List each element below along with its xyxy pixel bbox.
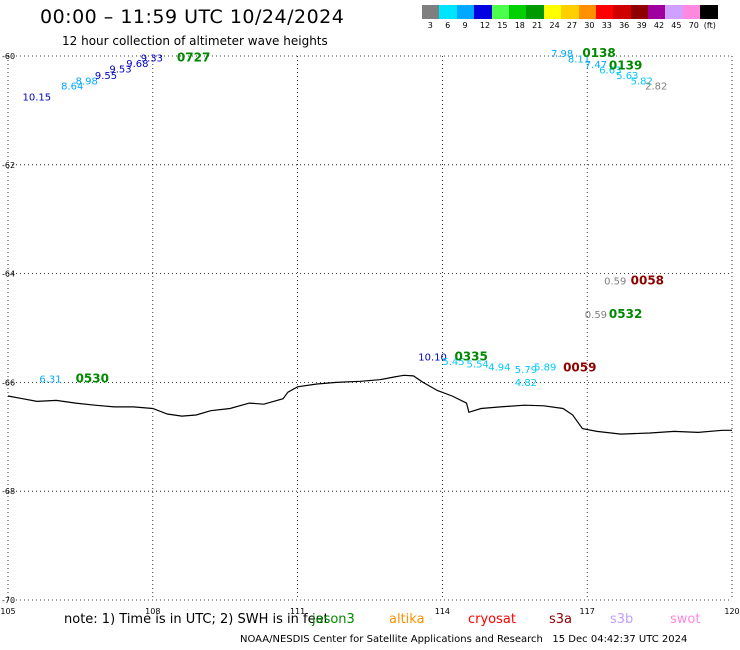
satellite-name: altika <box>389 612 425 627</box>
credit-line: NOAA/NESDIS Center for Satellite Applica… <box>240 634 687 645</box>
wave-height-value: 10.10 <box>418 353 447 364</box>
legend-swatch <box>439 5 457 19</box>
pass-time-label: 0530 <box>76 371 109 385</box>
wave-height-value: 5.54 <box>467 360 489 371</box>
wave-height-value: 8.11 <box>568 55 590 66</box>
wave-height-value: 8.98 <box>76 76 98 87</box>
latitude-label: -68 <box>2 487 15 496</box>
legend-swatch <box>665 5 683 19</box>
latitude-label: -62 <box>2 161 15 170</box>
coastline <box>7 374 732 435</box>
legend-label: 42 <box>653 21 665 30</box>
timestamp: 15 Dec 04:42:37 UTC 2024 <box>552 634 688 645</box>
legend-swatch <box>456 5 475 19</box>
longitude-label: 111 <box>290 607 305 616</box>
wave-height-value: 5.79 <box>515 365 537 376</box>
wave-height-value: 4.94 <box>488 362 510 373</box>
legend-label: 9 <box>462 21 468 30</box>
satellite-name: cryosat <box>468 612 516 627</box>
wave-height-labels: 10.15 8.648.989.559.539.689.33 7.988.117.4… <box>22 46 667 389</box>
legend-label: 18 <box>514 21 525 30</box>
longitude-label: 114 <box>435 607 450 616</box>
legend-label: 6 <box>445 21 451 30</box>
legend-label: 27 <box>566 21 578 30</box>
credit-text: NOAA/NESDIS Center for Satellite Applica… <box>240 634 543 645</box>
wave-height-value: 9.68 <box>126 59 148 70</box>
wave-height-value: 9.53 <box>109 64 131 75</box>
satellite-name: s3a <box>549 612 573 627</box>
legend-label: 21 <box>532 21 543 30</box>
map-title: 00:00 – 11:59 UTC 10/24/2024 <box>40 6 345 28</box>
legend-unit: (ft) <box>703 21 716 30</box>
legend-label: 36 <box>619 21 630 30</box>
wave-height-value: 5.63 <box>616 71 638 82</box>
pass-time-label: 0139 <box>609 59 642 73</box>
legend-label: 45 <box>671 21 682 30</box>
satellite-name: swot <box>670 612 701 627</box>
latitude-label: -60 <box>2 52 15 61</box>
longitude-label: 108 <box>145 607 160 616</box>
longitude-label: 120 <box>724 607 739 616</box>
legend-label: 3 <box>427 21 433 30</box>
wave-height-value: 2.82 <box>645 82 667 93</box>
wave-height-value: 9.55 <box>95 71 117 82</box>
wave-height-value: 5.89 <box>534 362 556 373</box>
wave-height-value: 7.47 <box>585 60 607 71</box>
legend-swatch <box>648 5 666 19</box>
axis-labels: 105 108 111 114 117 120 -60 -62 -64 -66 -68 -70 <box>0 52 739 616</box>
pass-time-label: 0058 <box>631 273 664 287</box>
pass-time-label: 0335 <box>454 350 487 364</box>
legend-label: 15 <box>497 21 508 30</box>
legend-swatch <box>630 5 649 19</box>
wave-height-value: 0.59 <box>585 310 607 321</box>
longitude-label: 117 <box>580 607 595 616</box>
legend-label: 12 <box>479 21 491 30</box>
wave-height-value: 6.31 <box>39 374 61 385</box>
pass-time-label: 0059 <box>563 361 596 375</box>
legend-swatch <box>613 5 631 19</box>
pass-time-label: 0727 <box>177 50 210 64</box>
footer-note: note: 1) Time is in UTC; 2) SWH is in fe… <box>64 612 329 627</box>
legend-swatch <box>682 5 701 19</box>
wave-height-value: 9.33 <box>141 53 163 64</box>
legend-swatch <box>543 5 562 19</box>
legend-swatch <box>595 5 614 19</box>
legend-swatch <box>508 5 527 19</box>
latitude-label: -70 <box>2 596 15 605</box>
pass-time-label: 0138 <box>582 46 615 60</box>
legend-label: 24 <box>549 21 560 30</box>
legend-label: 33 <box>601 21 612 30</box>
longitude-label: 105 <box>0 607 15 616</box>
legend-swatch <box>422 5 440 19</box>
wave-height-value: 4.82 <box>515 378 537 389</box>
wave-height-value: 7.98 <box>551 49 573 60</box>
legend-label: 30 <box>584 21 595 30</box>
wave-height-value: 5.82 <box>631 76 653 87</box>
legend-swatch <box>526 5 544 19</box>
wave-height-value: 8.64 <box>61 82 83 93</box>
wave-height-value: 10.15 <box>22 93 51 104</box>
legend-swatches <box>422 5 718 19</box>
legend-swatch <box>561 5 579 19</box>
latitude-label: -66 <box>2 378 15 387</box>
latitude-label: -64 <box>2 270 15 279</box>
wave-height-value: 0.59 <box>604 276 626 287</box>
graticule-grid <box>7 55 733 601</box>
legend-swatch <box>700 5 718 19</box>
wave-height-value: 6.63 <box>599 65 621 76</box>
legend-label: 70 <box>688 21 699 30</box>
legend-swatch <box>578 5 596 19</box>
legend-label: 39 <box>636 21 647 30</box>
satellite-name: s3b <box>610 612 634 627</box>
satellite-name: jason3 <box>312 612 355 627</box>
pass-time-label: 0532 <box>609 307 642 321</box>
map-subtitle: 12 hour collection of altimeter wave hei… <box>62 34 328 48</box>
wave-height-value: 5.45 <box>442 357 464 368</box>
color-legend: 3 6 9 12 15 18 21 24 27 30 33 36 39 42 45 70 (ft) <box>422 5 718 30</box>
legend-swatch <box>491 5 509 19</box>
legend-swatch <box>474 5 492 19</box>
